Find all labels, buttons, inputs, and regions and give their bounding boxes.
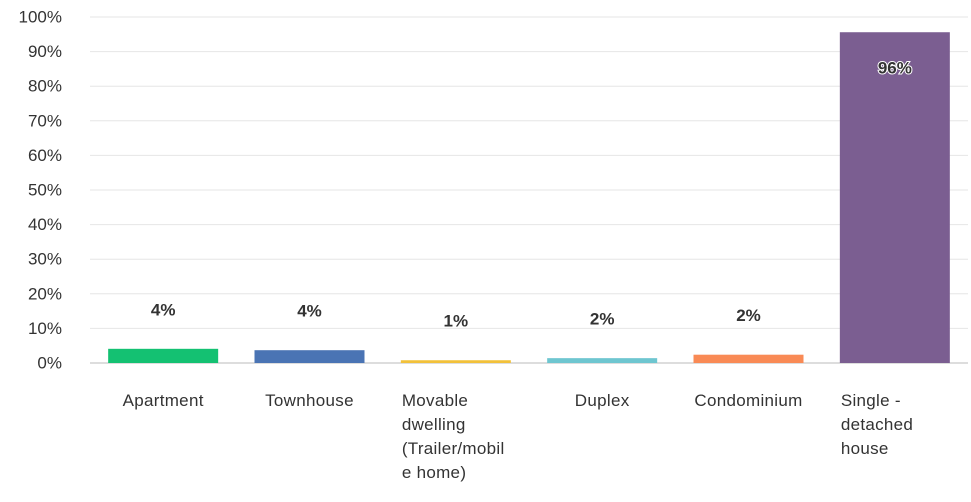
y-tick-label: 30% [28, 250, 62, 269]
y-tick-label: 70% [28, 111, 62, 130]
x-tick-label-box: Apartment [122, 391, 204, 410]
y-tick-label: 90% [28, 42, 62, 61]
y-tick-label: 60% [28, 146, 62, 165]
x-tick-label: Single - detached house [840, 391, 914, 458]
x-tick-label: Townhouse [265, 391, 354, 410]
x-tick-label-box: Duplex [574, 391, 630, 410]
bar [400, 360, 511, 363]
y-tick-label: 10% [28, 319, 62, 338]
bar [108, 348, 219, 363]
y-tick-label: 0% [37, 353, 62, 372]
x-tick-label: Duplex [574, 391, 630, 410]
data-label: 1% [444, 312, 469, 331]
bar [547, 358, 658, 363]
y-tick-label: 50% [28, 180, 62, 199]
x-tick-label-box: Movable dwelling (Trailer/mobile home) [401, 391, 505, 482]
x-tick-label: Apartment [122, 391, 204, 410]
y-tick-label: 100% [19, 7, 62, 26]
x-tick-label-box: Single - detached house [840, 391, 914, 458]
data-label: 2% [736, 306, 761, 325]
data-label: 4% [297, 302, 322, 321]
data-label: 4% [151, 300, 176, 319]
x-tick-label-box: Townhouse [265, 391, 354, 410]
bar [839, 32, 950, 363]
x-tick-label-box: Condominium [694, 391, 803, 410]
x-tick-label: Condominium [694, 391, 803, 410]
y-tick-label: 40% [28, 215, 62, 234]
bar [693, 354, 804, 363]
y-tick-label: 80% [28, 77, 62, 96]
y-tick-label: 20% [28, 284, 62, 303]
data-label: 96% [878, 59, 912, 78]
x-tick-label: Movable dwelling (Trailer/mobile home) [401, 391, 505, 482]
data-label: 2% [590, 310, 615, 329]
bar [254, 350, 365, 363]
